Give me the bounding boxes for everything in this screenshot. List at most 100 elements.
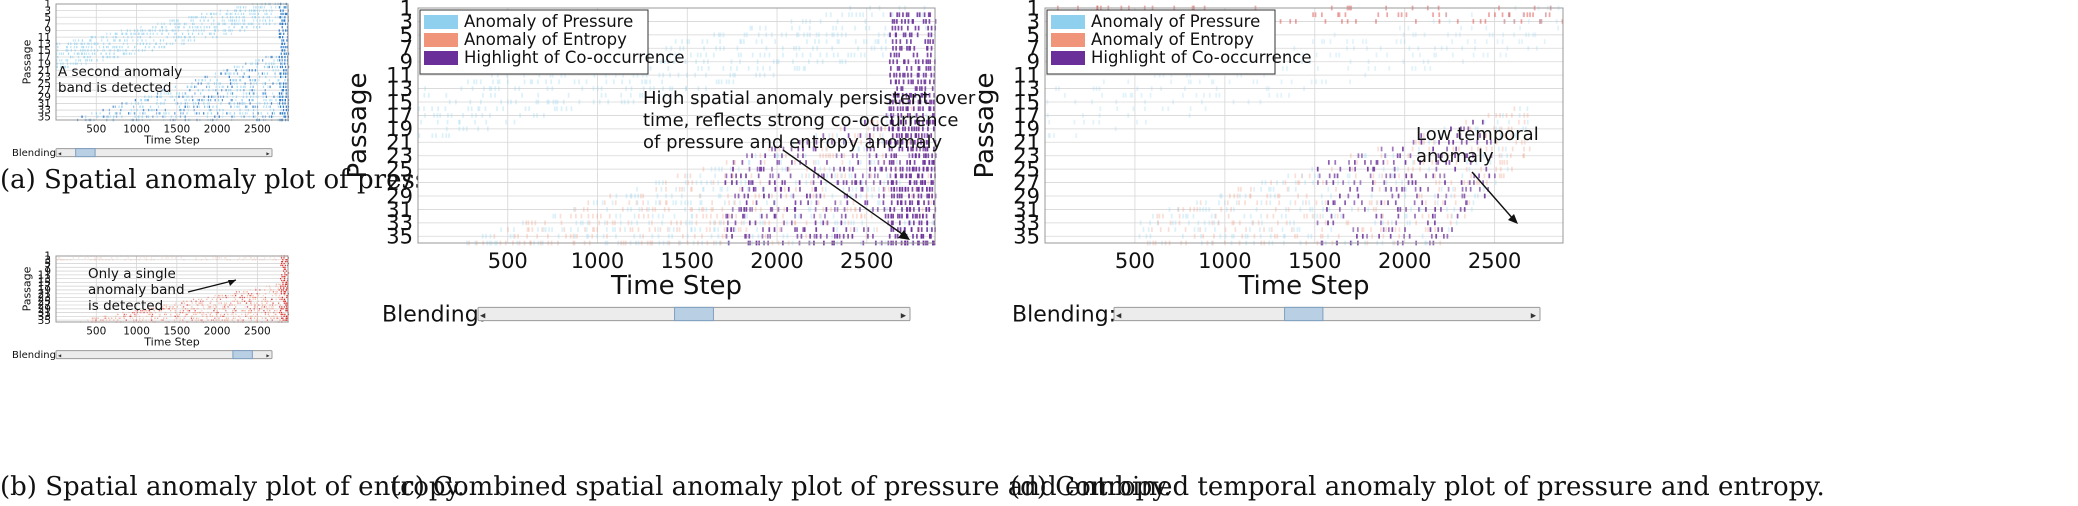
heatmap-cell bbox=[1327, 220, 1329, 226]
heatmap-cell bbox=[877, 32, 880, 38]
heatmap-cell bbox=[252, 294, 254, 297]
heatmap-cell bbox=[1405, 213, 1408, 219]
heatmap-cell bbox=[1245, 227, 1247, 232]
heatmap-cell bbox=[278, 289, 280, 291]
heatmap-cell bbox=[1377, 146, 1380, 152]
heatmap-cell bbox=[925, 99, 928, 105]
heatmap-cell bbox=[840, 153, 843, 159]
heatmap-cell bbox=[887, 180, 889, 185]
heatmap-cell bbox=[891, 39, 894, 44]
heatmap-cell bbox=[686, 39, 689, 44]
slider-right-arrow[interactable]: ▸ bbox=[266, 351, 270, 359]
heatmap-cell bbox=[672, 200, 675, 206]
heatmap-cell bbox=[720, 166, 723, 172]
heatmap-cell bbox=[176, 19, 178, 22]
heatmap-cell bbox=[932, 213, 935, 219]
heatmap-cell bbox=[231, 82, 233, 85]
blending-slider-thumb[interactable] bbox=[674, 306, 714, 322]
heatmap-cell bbox=[186, 310, 188, 312]
blending-slider[interactable] bbox=[55, 350, 273, 360]
heatmap-cell bbox=[102, 42, 105, 45]
heatmap-cell bbox=[896, 139, 899, 145]
heatmap-cell bbox=[908, 220, 911, 226]
heatmap-cell bbox=[860, 52, 862, 58]
heatmap-cell bbox=[280, 317, 283, 319]
heatmap-cell bbox=[278, 79, 280, 82]
heatmap-cell bbox=[755, 72, 757, 78]
heatmap-cell bbox=[769, 173, 772, 179]
heatmap-cell bbox=[782, 213, 784, 219]
heatmap-cell bbox=[245, 92, 247, 95]
heatmap-cell bbox=[186, 95, 188, 98]
heatmap-cell bbox=[876, 227, 878, 232]
heatmap-cell bbox=[138, 315, 141, 318]
heatmap-cell bbox=[278, 32, 281, 35]
heatmap-cell bbox=[1404, 193, 1407, 199]
heatmap-cell bbox=[282, 82, 285, 85]
heatmap-cell bbox=[1372, 180, 1374, 185]
heatmap-cell bbox=[796, 233, 799, 239]
heatmap-cell bbox=[124, 49, 127, 52]
slider-left-arrow[interactable]: ◂ bbox=[480, 310, 486, 322]
heatmap-cell bbox=[81, 39, 84, 42]
heatmap-cell bbox=[749, 25, 752, 31]
heatmap-cell bbox=[229, 12, 231, 16]
heatmap-cell bbox=[142, 310, 144, 312]
heatmap-cell bbox=[1540, 19, 1543, 24]
heatmap-cell bbox=[904, 32, 907, 38]
heatmap-cell bbox=[917, 79, 919, 85]
heatmap-cell bbox=[58, 42, 61, 45]
heatmap-cell bbox=[767, 233, 769, 239]
heatmap-cell bbox=[270, 317, 272, 319]
heatmap-cell bbox=[60, 52, 62, 55]
heatmap-cell bbox=[792, 193, 795, 199]
heatmap-cell bbox=[1544, 12, 1547, 18]
heatmap-cell bbox=[856, 227, 859, 232]
slider-left-arrow[interactable]: ◂ bbox=[58, 351, 62, 359]
y-tick-label: 15 bbox=[386, 90, 413, 114]
blending-slider-thumb[interactable] bbox=[232, 350, 253, 360]
slider-left-arrow[interactable]: ◂ bbox=[58, 149, 62, 157]
heatmap-cell bbox=[734, 220, 737, 226]
heatmap-cell bbox=[246, 69, 248, 72]
heatmap-cell bbox=[732, 72, 735, 78]
heatmap-cell bbox=[1503, 19, 1506, 24]
heatmap-cell bbox=[928, 193, 930, 199]
heatmap-cell bbox=[1437, 193, 1439, 199]
heatmap-cell bbox=[933, 200, 935, 206]
heatmap-cell bbox=[148, 29, 150, 32]
heatmap-cell bbox=[201, 319, 203, 321]
heatmap-cell bbox=[690, 186, 692, 192]
heatmap-cell bbox=[179, 22, 181, 26]
heatmap-cell bbox=[921, 86, 923, 91]
heatmap-cell bbox=[906, 25, 909, 31]
heatmap-cell bbox=[1246, 233, 1249, 239]
heatmap-cell bbox=[171, 257, 173, 259]
heatmap-cell bbox=[225, 257, 227, 259]
heatmap-cell bbox=[190, 19, 192, 22]
heatmap-cell bbox=[1414, 186, 1417, 192]
heatmap-cell bbox=[691, 180, 694, 185]
y-tick-label: 13 bbox=[386, 77, 413, 101]
heatmap-cell bbox=[1305, 193, 1308, 199]
heatmap-cell bbox=[774, 186, 777, 192]
heatmap-cell bbox=[1322, 213, 1324, 219]
heatmap-cell bbox=[136, 29, 139, 32]
heatmap-cell bbox=[151, 313, 154, 316]
heatmap-cell bbox=[592, 99, 595, 105]
blending-slider-thumb[interactable] bbox=[75, 148, 96, 158]
heatmap-cell bbox=[810, 180, 812, 185]
heatmap-cell bbox=[116, 32, 118, 35]
heatmap-cell bbox=[865, 193, 868, 199]
heatmap-cell bbox=[219, 315, 222, 318]
heatmap-cell bbox=[208, 82, 210, 85]
heatmap-cell bbox=[864, 133, 867, 138]
blending-slider[interactable] bbox=[55, 148, 273, 158]
heatmap-cell bbox=[1517, 133, 1519, 138]
heatmap-cell bbox=[1508, 119, 1510, 125]
heatmap-cell bbox=[654, 227, 657, 232]
heatmap-cell bbox=[1170, 79, 1172, 85]
heatmap-cell bbox=[234, 9, 236, 12]
slider-right-arrow[interactable]: ▸ bbox=[901, 310, 907, 322]
slider-right-arrow[interactable]: ▸ bbox=[266, 149, 270, 157]
